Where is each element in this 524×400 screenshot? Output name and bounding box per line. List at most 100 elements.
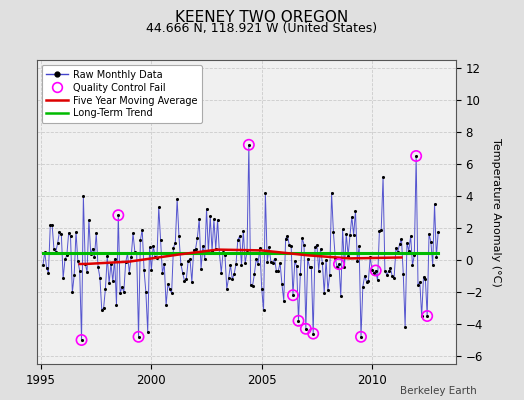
Point	[133, 250, 141, 256]
Point	[86, 251, 95, 258]
Point	[340, 264, 348, 270]
Point	[333, 264, 341, 271]
Point	[267, 259, 275, 265]
Point	[361, 272, 369, 279]
Point	[263, 259, 271, 265]
Point	[261, 190, 269, 196]
Point	[374, 277, 382, 284]
Point	[318, 260, 326, 266]
Point	[78, 337, 86, 343]
Point	[78, 337, 86, 343]
Point	[346, 232, 354, 238]
Point	[234, 237, 242, 243]
Point	[89, 245, 97, 252]
Point	[414, 282, 422, 288]
Point	[81, 260, 90, 267]
Point	[191, 246, 200, 252]
Point	[44, 270, 52, 276]
Point	[358, 284, 367, 290]
Point	[74, 258, 82, 264]
Point	[114, 212, 123, 218]
Point	[311, 244, 319, 251]
Point	[168, 290, 176, 296]
Point	[265, 244, 273, 250]
Point	[243, 249, 251, 255]
Point	[197, 266, 205, 272]
Point	[51, 249, 60, 255]
Point	[101, 285, 110, 292]
Text: 44.666 N, 118.921 W (United States): 44.666 N, 118.921 W (United States)	[146, 22, 378, 35]
Point	[112, 302, 121, 308]
Point	[70, 272, 79, 278]
Point	[278, 281, 286, 288]
Point	[184, 257, 192, 264]
Point	[342, 231, 351, 237]
Point	[136, 237, 145, 244]
Point	[328, 190, 336, 196]
Point	[96, 274, 104, 281]
Point	[144, 329, 152, 335]
Point	[285, 242, 293, 248]
Point	[432, 254, 441, 260]
Point	[228, 276, 236, 282]
Point	[224, 275, 233, 281]
Point	[217, 270, 225, 276]
Point	[390, 275, 398, 281]
Point	[372, 267, 380, 274]
Point	[366, 254, 374, 260]
Point	[138, 226, 146, 233]
Point	[316, 246, 325, 252]
Point	[381, 268, 389, 274]
Point	[320, 290, 329, 296]
Point	[377, 226, 386, 233]
Point	[416, 279, 424, 285]
Point	[39, 262, 47, 268]
Point	[119, 289, 128, 295]
Point	[302, 326, 310, 332]
Point	[48, 222, 56, 228]
Point	[303, 255, 312, 262]
Point	[239, 228, 247, 234]
Point	[147, 266, 156, 273]
Point	[177, 260, 185, 267]
Point	[350, 232, 358, 238]
Point	[129, 230, 137, 236]
Point	[221, 252, 229, 258]
Point	[134, 334, 143, 340]
Point	[195, 216, 203, 223]
Point	[202, 206, 211, 212]
Point	[42, 265, 51, 271]
Point	[336, 293, 345, 300]
Point	[63, 252, 71, 259]
Point	[412, 153, 420, 159]
Point	[347, 214, 356, 220]
Point	[362, 278, 370, 285]
Point	[300, 242, 308, 248]
Point	[206, 213, 214, 220]
Point	[75, 268, 84, 274]
Point	[425, 231, 433, 237]
Point	[256, 245, 264, 251]
Point	[199, 243, 207, 249]
Point	[164, 281, 172, 287]
Point	[193, 235, 202, 241]
Point	[186, 256, 194, 262]
Point	[155, 204, 163, 210]
Point	[219, 249, 227, 255]
Point	[296, 271, 304, 277]
Point	[270, 256, 279, 262]
Point	[151, 254, 159, 260]
Point	[111, 256, 119, 262]
Point	[412, 153, 420, 159]
Point	[292, 263, 301, 269]
Point	[182, 276, 191, 282]
Point	[53, 240, 62, 246]
Point	[122, 259, 130, 266]
Point	[97, 307, 106, 313]
Point	[298, 235, 307, 241]
Point	[134, 334, 143, 340]
Point	[397, 235, 406, 242]
Point	[245, 142, 253, 148]
Point	[162, 302, 170, 308]
Point	[226, 262, 235, 268]
